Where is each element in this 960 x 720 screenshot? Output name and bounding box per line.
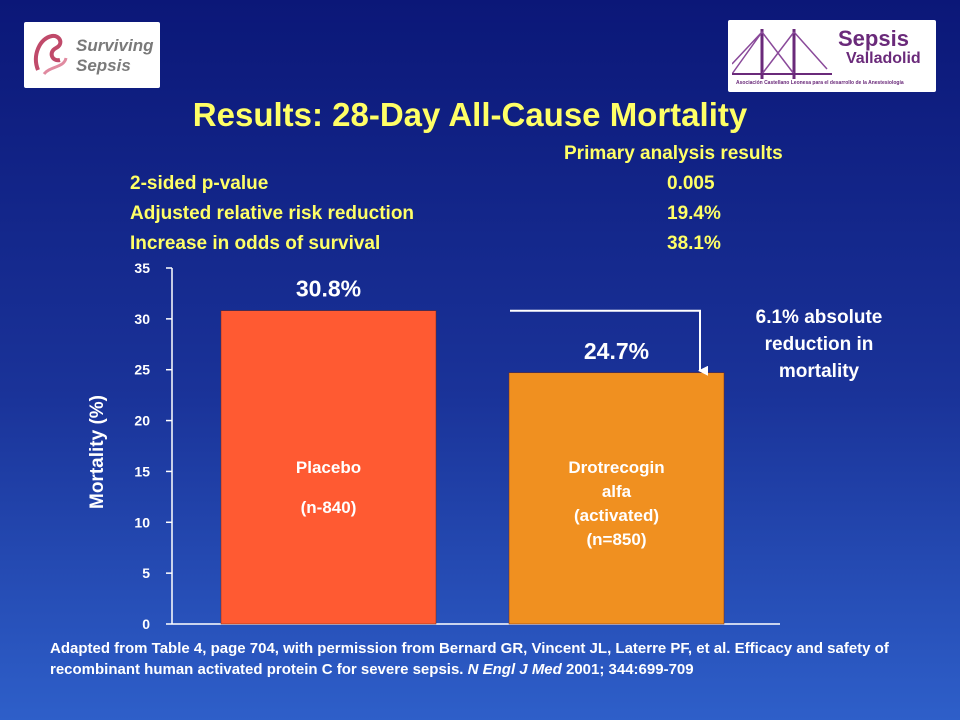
y-tick-label: 5: [142, 565, 150, 581]
summary-value-2: 19.4%: [667, 203, 721, 224]
y-tick-label: 0: [142, 616, 150, 632]
reduction-arrow: [510, 309, 708, 376]
page-title: Results: 28-Day All-Cause Mortality: [192, 96, 748, 133]
bar-label-1-1: alfa: [602, 482, 632, 501]
bar-label-1-2: (activated): [574, 506, 659, 525]
y-tick-label: 30: [134, 311, 150, 327]
absolute-reduction-annotation: 6.1% absolute reduction in mortality: [755, 307, 883, 382]
bar-label-0-0: Placebo: [296, 458, 361, 477]
logo-right-caption: Asociación Castellano Leonesa para el de…: [736, 80, 904, 86]
bar-1: [508, 372, 725, 625]
summary-value-1: 0.005: [667, 173, 715, 194]
summary-value-3: 38.1%: [667, 233, 721, 254]
footnote-text-1: Adapted from Table 4, page 704, with per…: [50, 640, 889, 678]
data-label-1: 24.7%: [584, 338, 649, 364]
summary-label-2: Adjusted relative risk reduction: [130, 203, 415, 224]
bar-0: [220, 310, 437, 625]
summary-label-3: Increase in odds of survival: [130, 233, 381, 254]
bar-label-1-0: Drotrecogin: [568, 458, 664, 477]
y-tick-label: 15: [134, 463, 150, 479]
logo-left-line2: Sepsis: [76, 56, 131, 75]
bar-label-1-3: (n=850): [587, 530, 647, 549]
y-tick-label: 10: [134, 514, 150, 530]
logo-left-line1: Surviving: [76, 36, 154, 55]
citation-footnote: Adapted from Table 4, page 704, with per…: [50, 638, 950, 680]
surviving-sepsis-logo: Surviving Sepsis: [24, 22, 160, 88]
footnote-text-2: 2001; 344:699-709: [561, 661, 694, 678]
y-axis-title: Mortality (%): [87, 395, 108, 509]
summary-header: Primary analysis results: [564, 143, 783, 164]
logo-right-line2: Valladolid: [846, 50, 921, 67]
y-tick-label: 25: [134, 362, 150, 378]
y-tick-label: 20: [134, 413, 150, 429]
bridge-icon: [732, 29, 832, 79]
sepsis-valladolid-logo: Sepsis Valladolid Asociación Castellano …: [728, 20, 936, 92]
hands-icon: [33, 33, 68, 76]
bar-label-0-1: (n-840): [301, 498, 357, 517]
y-tick-label: 35: [134, 260, 150, 276]
footnote-journal: N Engl J Med: [467, 661, 562, 678]
data-label-0: 30.8%: [296, 276, 361, 302]
logo-right-line1: Sepsis: [838, 26, 909, 51]
summary-label-1: 2-sided p-value: [130, 173, 269, 194]
